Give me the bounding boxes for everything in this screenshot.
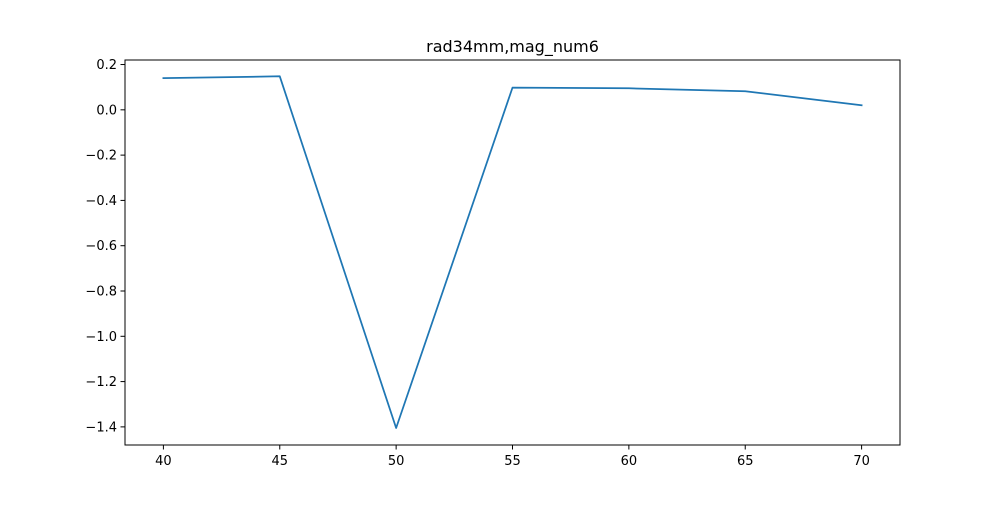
- plot-area: 40 45 50 55 60 65 70 0.2 0.0 −0.2 −0.4 −0.6 −0.8 −1.0…: [85, 58, 901, 469]
- y-tick-label: 0.2: [96, 58, 117, 73]
- y-tick-label: 0.0: [96, 103, 117, 118]
- y-tick-label: −0.4: [85, 194, 117, 209]
- x-tick-label: 70: [853, 454, 870, 469]
- x-tick-label: 45: [271, 454, 288, 469]
- y-tick-label: −0.2: [85, 149, 117, 164]
- y-tick-label: −0.8: [85, 285, 117, 300]
- y-tick-label: −0.6: [85, 239, 117, 254]
- x-tick-label: 50: [388, 454, 405, 469]
- y-tick-label: −1.4: [85, 420, 117, 435]
- series-line-0: [162, 75, 863, 429]
- x-tick-label: 65: [737, 454, 754, 469]
- y-tick-label: −1.0: [85, 330, 117, 345]
- axes-frame: [124, 59, 901, 446]
- x-tick-label: 40: [155, 454, 172, 469]
- x-tick-label: 55: [504, 454, 521, 469]
- chart-title: rad34mm,mag_num6: [426, 37, 599, 57]
- x-tick-label: 60: [621, 454, 638, 469]
- y-tick-label: −1.2: [85, 375, 117, 390]
